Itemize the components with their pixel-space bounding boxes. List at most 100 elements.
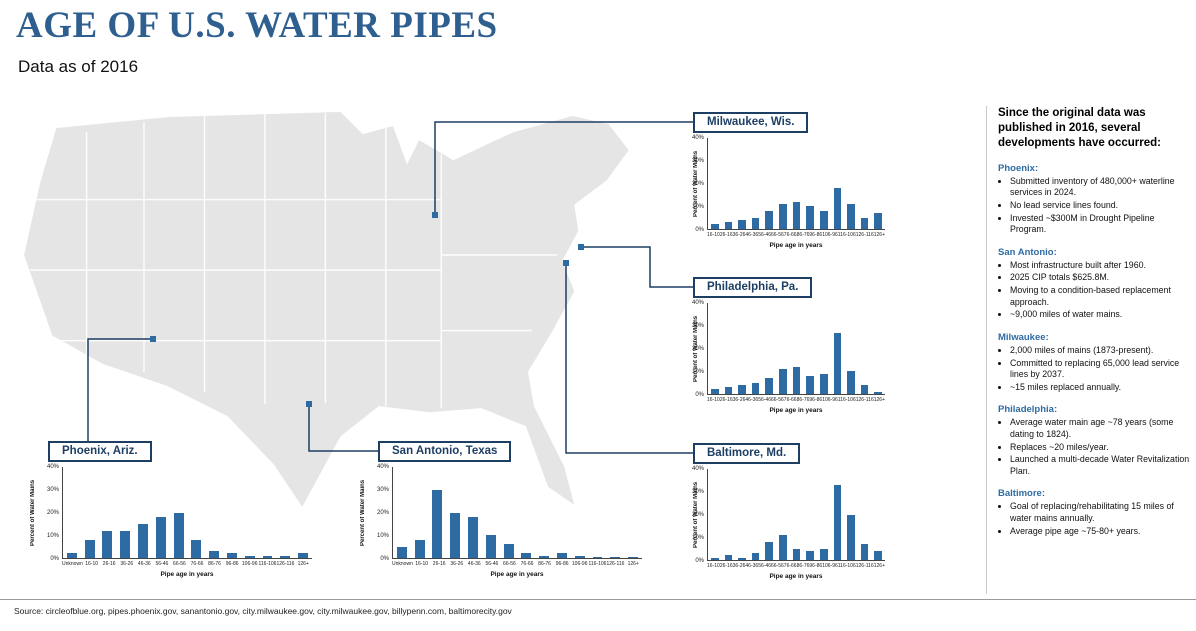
- sidebar-city-name: Milwaukee:: [998, 331, 1049, 343]
- bar-106-96: [833, 484, 842, 560]
- city-label-baltimore: Baltimore, Md.: [693, 443, 801, 464]
- x-tick-label: 76-66: [783, 563, 797, 569]
- y-axis-ticks: 40% 30% 20% 10% 0%: [692, 300, 707, 398]
- bar-96-86: [226, 553, 237, 558]
- y-tick-label: 20%: [692, 512, 705, 518]
- bar-96-86: [819, 548, 828, 560]
- x-tick-label: 26-16: [432, 561, 446, 567]
- sidebar-bullet: Average water main age ~78 years (some d…: [1010, 417, 1190, 440]
- bar-46-36: [751, 217, 760, 229]
- sidebar-bullet: No lead service lines found.: [1010, 200, 1190, 212]
- y-tick-label: 40%: [692, 135, 705, 141]
- y-tick-label: 40%: [376, 464, 389, 470]
- sidebar-bullet-list: 2,000 miles of mains (1873-present).Comm…: [998, 345, 1190, 393]
- bar-Unknown: [396, 546, 407, 558]
- bar-66-56: [779, 534, 787, 560]
- bar-86-76: [539, 555, 550, 558]
- bar-86-76: [806, 375, 814, 394]
- x-tick-label: Unknown: [62, 561, 83, 567]
- x-axis-ticks: 16-10 26-16 36-26 46-36 56-46 66-56 76-66 86-76…: [707, 563, 885, 569]
- y-tick-label: 0%: [695, 392, 705, 398]
- chart-body: Percent of Water Mains 40% 30% 20% 10% 0% Unkn…: [360, 464, 642, 578]
- x-tick-label: 26-16: [719, 232, 733, 238]
- sidebar-bullet: ~9,000 miles of water mains.: [1010, 309, 1190, 321]
- x-tick-label: 16-10: [415, 561, 429, 567]
- bar-76-66: [792, 201, 801, 229]
- bar-36-26: [738, 557, 746, 560]
- x-axis-title: Pipe age in years: [769, 242, 823, 249]
- chart-body: Percent of Water Mains 40% 30% 20% 10% 0% 16-1…: [692, 466, 885, 580]
- y-tick-label: 20%: [376, 510, 389, 516]
- bar-96-86: [819, 210, 828, 229]
- x-tick-label: 66-56: [771, 397, 784, 403]
- x-tick-label: 126+: [297, 561, 309, 567]
- bar-16-10: [711, 557, 719, 560]
- bar-36-26: [450, 512, 461, 558]
- x-tick-label: 46-36: [137, 561, 151, 567]
- bar-Unknown: [66, 553, 77, 558]
- sidebar-bullet: Goal of replacing/rehabilitating 15 mile…: [1010, 501, 1190, 524]
- y-tick-label: 10%: [376, 533, 389, 539]
- sidebar-bullet: Committed to replacing 65,000 lead servi…: [1010, 358, 1190, 381]
- bar-126+: [298, 553, 309, 558]
- plot-area: [707, 303, 885, 395]
- sidebar-city-name: Phoenix:: [998, 162, 1039, 174]
- x-tick-label: 26-16: [102, 561, 116, 567]
- x-tick-label: 16-10: [707, 563, 720, 569]
- sidebar-sections: Phoenix: Submitted inventory of 480,000+ …: [998, 163, 1190, 537]
- bar-26-16: [724, 222, 733, 229]
- x-tick-label: 56-46: [758, 232, 771, 238]
- sidebar-bullet: Invested ~$300M in Drought Pipeline Prog…: [1010, 213, 1190, 236]
- plot-area: [392, 467, 642, 559]
- bar-16-10: [414, 539, 425, 558]
- x-tick-label: 86-76: [208, 561, 221, 567]
- sidebar-bullet: 2025 CIP totals $625.8M.: [1010, 272, 1190, 284]
- x-tick-label: 126-116: [855, 563, 874, 569]
- bar-86-76: [806, 206, 814, 229]
- y-axis-ticks: 40% 30% 20% 10% 0%: [692, 466, 707, 564]
- x-tick-label: 106-96: [822, 397, 838, 403]
- bar-56-46: [155, 517, 166, 558]
- sidebar-bullet: Moving to a condition-based replacement …: [1010, 285, 1190, 308]
- sidebar-section-san-antonio: San Antonio: Most infrastructure built af…: [998, 247, 1190, 321]
- sidebar-bullet: Submitted inventory of 480,000+ waterlin…: [1010, 176, 1190, 199]
- x-tick-label: 36-26: [120, 561, 134, 567]
- bar-66-56: [173, 512, 184, 558]
- x-tick-label: 96-86: [809, 397, 823, 403]
- bar-126-116: [860, 544, 869, 560]
- y-tick-label: 0%: [380, 556, 389, 562]
- y-tick-label: 30%: [692, 158, 705, 164]
- x-tick-label: 36-26: [732, 232, 746, 238]
- bar-36-26: [738, 384, 746, 394]
- bar-16-10: [711, 389, 719, 394]
- y-tick-label: 10%: [692, 535, 705, 541]
- x-tick-label: 126-116: [276, 561, 295, 567]
- chart-san-antonio: San Antonio, Texas Percent of Water Main…: [360, 441, 642, 591]
- x-tick-label: 76-66: [520, 561, 534, 567]
- bar-106-96: [833, 188, 842, 229]
- y-tick-label: 40%: [692, 466, 705, 472]
- y-axis-title: Percent of Water Mains: [360, 479, 366, 547]
- x-tick-label: 126-116: [606, 561, 625, 567]
- bar-116-106: [847, 514, 855, 560]
- bar-86-76: [209, 551, 220, 558]
- x-tick-label: 36-26: [450, 561, 464, 567]
- bar-16-10: [711, 224, 719, 229]
- x-axis-title: Pipe age in years: [490, 571, 544, 578]
- bar-126+: [874, 391, 882, 394]
- bar-116-106: [262, 555, 273, 558]
- x-tick-label: 46-36: [745, 397, 759, 403]
- sidebar-bullet: 2,000 miles of mains (1873-present).: [1010, 345, 1190, 357]
- sidebar-bullet: Launched a multi-decade Water Revitaliza…: [1010, 454, 1190, 477]
- bar-36-26: [738, 219, 746, 229]
- x-tick-label: 116-106: [837, 232, 856, 238]
- city-label-phoenix: Phoenix, Ariz.: [48, 441, 152, 462]
- bar-46-36: [138, 523, 148, 558]
- sidebar-section-philadelphia: Philadelphia:Average water main age ~78 …: [998, 404, 1190, 477]
- page-title: AGE OF U.S. WATER PIPES: [16, 5, 498, 46]
- bar-126+: [874, 550, 882, 560]
- y-tick-label: 30%: [46, 487, 59, 493]
- x-tick-label: 26-16: [719, 397, 733, 403]
- bar-26-16: [102, 530, 113, 558]
- x-tick-label: 126-116: [855, 397, 874, 403]
